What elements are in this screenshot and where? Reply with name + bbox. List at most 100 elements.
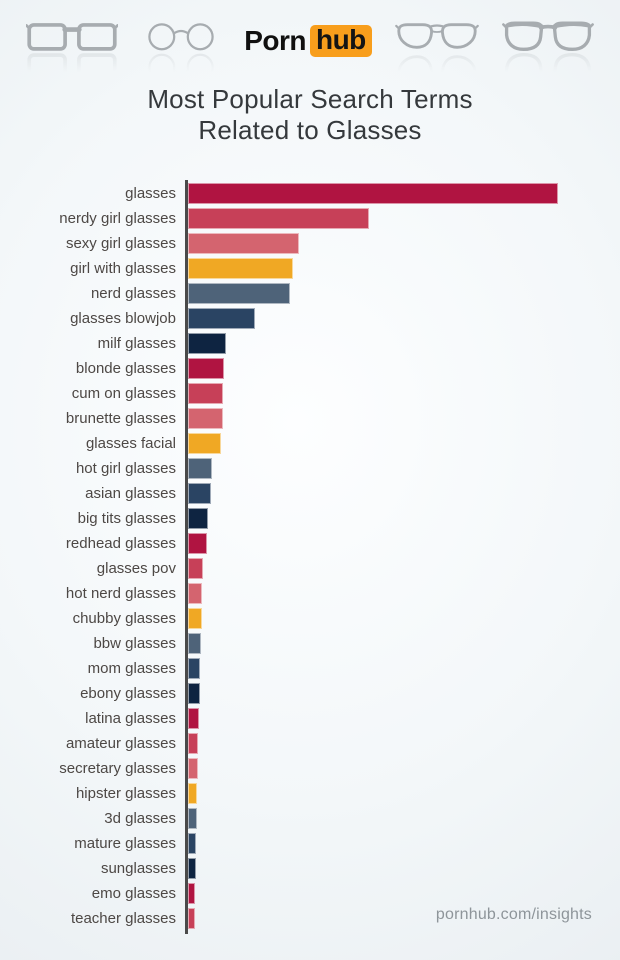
bar — [188, 608, 203, 629]
chart-row: glasses pov — [0, 556, 620, 581]
bar — [188, 433, 221, 454]
bar-label: latina glasses — [85, 710, 176, 727]
chart-row: nerdy girl glasses — [0, 206, 620, 231]
bar-track — [188, 706, 620, 731]
bar-track — [188, 231, 620, 256]
bar — [188, 183, 558, 204]
page-title: Most Popular Search Terms Related to Gla… — [0, 84, 620, 146]
glasses-reflection — [502, 50, 594, 86]
bar — [188, 708, 200, 729]
bar-chart-rows: glasses nerdy girl glasses sexy girl glass… — [0, 181, 620, 931]
bar-label: ebony glasses — [80, 685, 176, 702]
glasses-reflection — [395, 50, 479, 86]
bar — [188, 208, 370, 229]
title-line-1: Most Popular Search Terms — [147, 84, 473, 114]
logo-badge-hub: hub — [309, 25, 372, 57]
chart-row: girl with glasses — [0, 256, 620, 281]
chart-row: amateur glasses — [0, 731, 620, 756]
bar — [188, 808, 197, 829]
round-glasses-icon — [141, 18, 221, 86]
chart-row: blonde glasses — [0, 356, 620, 381]
bar-label: teacher glasses — [70, 910, 176, 927]
bar — [188, 883, 195, 904]
bar-track — [188, 356, 620, 381]
chart-row: mom glasses — [0, 656, 620, 681]
bar — [188, 483, 211, 504]
chart-row: sexy girl glasses — [0, 231, 620, 256]
bar-track — [188, 756, 620, 781]
bar-label: blonde glasses — [75, 360, 176, 377]
bar-track — [188, 881, 620, 906]
bar-track — [188, 556, 620, 581]
chart-row: glasses blowjob — [0, 306, 620, 331]
aviator-glasses-icon — [395, 18, 479, 86]
square-glasses-icon — [26, 18, 118, 86]
bar-label: cum on glasses — [71, 385, 176, 402]
bar — [188, 633, 202, 654]
chart-row: nerd glasses — [0, 281, 620, 306]
bar-track — [188, 331, 620, 356]
chart-row: redhead glasses — [0, 531, 620, 556]
bar-label: amateur glasses — [65, 735, 176, 752]
chart-row: hot nerd glasses — [0, 581, 620, 606]
bar-track — [188, 256, 620, 281]
chart-row: cum on glasses — [0, 381, 620, 406]
bar-label: glasses pov — [96, 560, 176, 577]
glasses-reflection — [141, 50, 221, 86]
bar — [188, 233, 299, 254]
bar-track — [188, 406, 620, 431]
bar — [188, 358, 224, 379]
chart-row: teacher glasses — [0, 906, 620, 931]
bar — [188, 683, 200, 704]
bar-track — [188, 431, 620, 456]
bar-label: hipster glasses — [75, 785, 176, 802]
bar-label: secretary glasses — [59, 760, 176, 777]
bar — [188, 458, 213, 479]
bar-label: girl with glasses — [70, 260, 176, 277]
bar — [188, 383, 224, 404]
bar — [188, 308, 255, 329]
y-axis-line — [185, 180, 188, 934]
bar-track — [188, 806, 620, 831]
chart-row: brunette glasses — [0, 406, 620, 431]
bar-label: hot girl glasses — [75, 460, 176, 477]
bar — [188, 258, 294, 279]
bar-chart: glasses nerdy girl glasses sexy girl glass… — [0, 180, 620, 934]
bar — [188, 408, 224, 429]
bar-track — [188, 681, 620, 706]
bar-track — [188, 631, 620, 656]
chart-row: big tits glasses — [0, 506, 620, 531]
bar-label: mom glasses — [87, 660, 176, 677]
bar — [188, 783, 197, 804]
bar — [188, 658, 201, 679]
bar-track — [188, 831, 620, 856]
chart-row: secretary glasses — [0, 756, 620, 781]
bar — [188, 283, 290, 304]
bar — [188, 733, 199, 754]
bar-label: brunette glasses — [65, 410, 176, 427]
chart-row: sunglasses — [0, 856, 620, 881]
bar-track — [188, 606, 620, 631]
bar-track — [188, 781, 620, 806]
bar-label: sunglasses — [100, 860, 176, 877]
source-url: pornhub.com/insights — [435, 906, 592, 923]
bar-track — [188, 531, 620, 556]
bar — [188, 533, 207, 554]
header: Porn hub — [26, 18, 594, 86]
bar-label: mature glasses — [74, 835, 176, 852]
bar-track — [188, 506, 620, 531]
chart-row: emo glasses — [0, 881, 620, 906]
chart-row: mature glasses — [0, 831, 620, 856]
chart-row: hot girl glasses — [0, 456, 620, 481]
bar-track — [188, 281, 620, 306]
bar-label: milf glasses — [97, 335, 176, 352]
bar — [188, 908, 196, 929]
chart-row: asian glasses — [0, 481, 620, 506]
chart-row: 3d glasses — [0, 806, 620, 831]
bar — [188, 833, 197, 854]
bar-label: chubby glasses — [72, 610, 176, 627]
glasses-reflection — [26, 50, 118, 86]
chart-row: hipster glasses — [0, 781, 620, 806]
chart-row: glasses — [0, 181, 620, 206]
bar-track — [188, 381, 620, 406]
